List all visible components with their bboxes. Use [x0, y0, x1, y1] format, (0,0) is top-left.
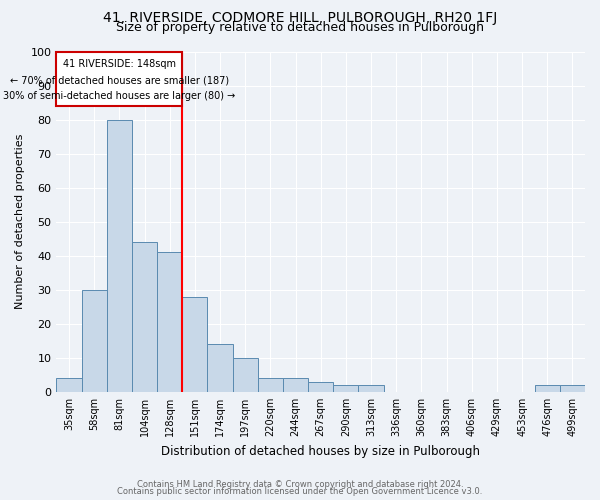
- Text: 30% of semi-detached houses are larger (80) →: 30% of semi-detached houses are larger (…: [3, 91, 235, 101]
- Bar: [560, 385, 585, 392]
- Bar: [308, 382, 333, 392]
- Y-axis label: Number of detached properties: Number of detached properties: [15, 134, 25, 310]
- Bar: [56, 378, 82, 392]
- Text: Size of property relative to detached houses in Pulborough: Size of property relative to detached ho…: [116, 22, 484, 35]
- Text: ← 70% of detached houses are smaller (187): ← 70% of detached houses are smaller (18…: [10, 76, 229, 86]
- Bar: [283, 378, 308, 392]
- Text: 41 RIVERSIDE: 148sqm: 41 RIVERSIDE: 148sqm: [63, 60, 176, 70]
- Bar: [535, 385, 560, 392]
- Text: Contains public sector information licensed under the Open Government Licence v3: Contains public sector information licen…: [118, 487, 482, 496]
- Bar: [233, 358, 258, 392]
- Bar: [107, 120, 132, 392]
- Bar: [208, 344, 233, 392]
- Bar: [182, 296, 208, 392]
- FancyBboxPatch shape: [56, 52, 182, 106]
- Text: Contains HM Land Registry data © Crown copyright and database right 2024.: Contains HM Land Registry data © Crown c…: [137, 480, 463, 489]
- Bar: [258, 378, 283, 392]
- Bar: [157, 252, 182, 392]
- Bar: [132, 242, 157, 392]
- X-axis label: Distribution of detached houses by size in Pulborough: Distribution of detached houses by size …: [161, 444, 480, 458]
- Bar: [82, 290, 107, 392]
- Text: 41, RIVERSIDE, CODMORE HILL, PULBOROUGH, RH20 1FJ: 41, RIVERSIDE, CODMORE HILL, PULBOROUGH,…: [103, 11, 497, 25]
- Bar: [333, 385, 358, 392]
- Bar: [358, 385, 383, 392]
